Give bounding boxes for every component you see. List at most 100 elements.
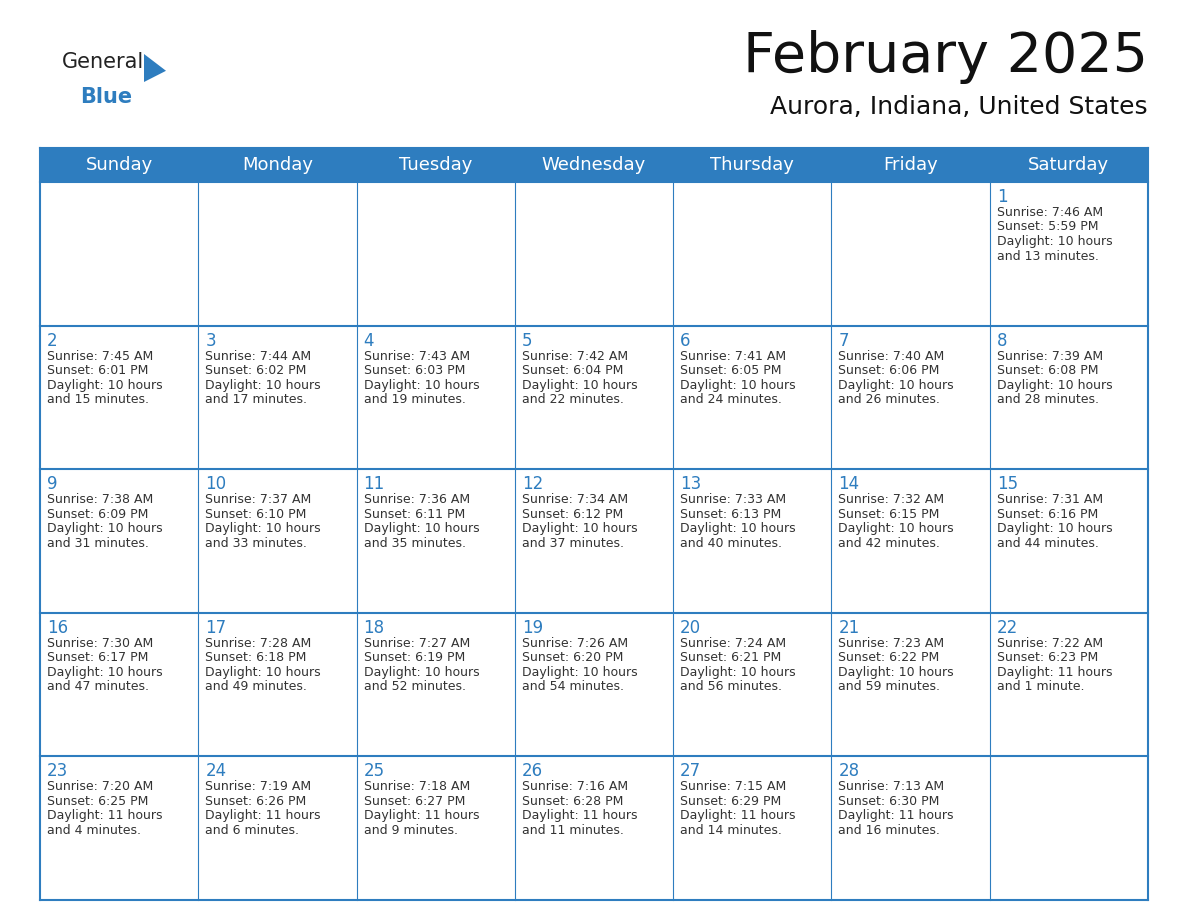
Text: and 42 minutes.: and 42 minutes. [839, 537, 941, 550]
Text: and 6 minutes.: and 6 minutes. [206, 823, 299, 837]
Text: Sunset: 6:22 PM: Sunset: 6:22 PM [839, 651, 940, 665]
Text: Sunrise: 7:13 AM: Sunrise: 7:13 AM [839, 780, 944, 793]
Text: Sunrise: 7:32 AM: Sunrise: 7:32 AM [839, 493, 944, 506]
Text: Sunrise: 7:30 AM: Sunrise: 7:30 AM [48, 637, 153, 650]
Text: Daylight: 11 hours: Daylight: 11 hours [681, 810, 796, 823]
Bar [514, 613, 674, 756]
Text: Saturday: Saturday [1029, 156, 1110, 174]
Text: Daylight: 10 hours: Daylight: 10 hours [206, 378, 321, 392]
Bar [356, 469, 514, 613]
Text: Sunrise: 7:33 AM: Sunrise: 7:33 AM [681, 493, 786, 506]
Text: 14: 14 [839, 476, 860, 493]
Text: Daylight: 10 hours: Daylight: 10 hours [681, 522, 796, 535]
Text: Sunset: 5:59 PM: Sunset: 5:59 PM [997, 220, 1098, 233]
Text: Sunset: 6:23 PM: Sunset: 6:23 PM [997, 651, 1098, 665]
Text: Sunrise: 7:43 AM: Sunrise: 7:43 AM [364, 350, 469, 363]
Text: Sunrise: 7:41 AM: Sunrise: 7:41 AM [681, 350, 786, 363]
Text: 9: 9 [48, 476, 57, 493]
Text: and 17 minutes.: and 17 minutes. [206, 393, 308, 406]
Text: and 16 minutes.: and 16 minutes. [839, 823, 941, 837]
Text: and 33 minutes.: and 33 minutes. [206, 537, 308, 550]
Text: Sunrise: 7:15 AM: Sunrise: 7:15 AM [681, 780, 786, 793]
Bar [356, 756, 514, 900]
Text: 26: 26 [522, 763, 543, 780]
Text: and 52 minutes.: and 52 minutes. [364, 680, 466, 693]
Text: 15: 15 [997, 476, 1018, 493]
Text: Wednesday: Wednesday [542, 156, 646, 174]
Text: Sunrise: 7:26 AM: Sunrise: 7:26 AM [522, 637, 628, 650]
Bar [198, 182, 356, 326]
Polygon shape [144, 54, 166, 82]
Text: Daylight: 10 hours: Daylight: 10 hours [48, 378, 163, 392]
Bar [40, 756, 198, 900]
Text: and 11 minutes.: and 11 minutes. [522, 823, 624, 837]
Text: Daylight: 10 hours: Daylight: 10 hours [364, 378, 479, 392]
Text: Sunrise: 7:23 AM: Sunrise: 7:23 AM [839, 637, 944, 650]
Bar [832, 613, 990, 756]
Text: and 49 minutes.: and 49 minutes. [206, 680, 308, 693]
Bar [990, 182, 1148, 326]
Text: and 22 minutes.: and 22 minutes. [522, 393, 624, 406]
Text: 22: 22 [997, 619, 1018, 637]
Text: and 13 minutes.: and 13 minutes. [997, 250, 1099, 263]
Text: Sunrise: 7:39 AM: Sunrise: 7:39 AM [997, 350, 1102, 363]
Text: Sunset: 6:12 PM: Sunset: 6:12 PM [522, 508, 624, 521]
Bar [990, 326, 1148, 469]
Text: Sunset: 6:20 PM: Sunset: 6:20 PM [522, 651, 624, 665]
Text: Sunrise: 7:22 AM: Sunrise: 7:22 AM [997, 637, 1102, 650]
Text: and 15 minutes.: and 15 minutes. [48, 393, 148, 406]
Text: and 54 minutes.: and 54 minutes. [522, 680, 624, 693]
Text: Sunset: 6:16 PM: Sunset: 6:16 PM [997, 508, 1098, 521]
Text: Sunset: 6:02 PM: Sunset: 6:02 PM [206, 364, 307, 377]
Text: and 44 minutes.: and 44 minutes. [997, 537, 1099, 550]
Text: Daylight: 10 hours: Daylight: 10 hours [206, 666, 321, 678]
Text: Sunrise: 7:31 AM: Sunrise: 7:31 AM [997, 493, 1102, 506]
Text: Daylight: 11 hours: Daylight: 11 hours [364, 810, 479, 823]
Text: Daylight: 10 hours: Daylight: 10 hours [364, 666, 479, 678]
Text: and 1 minute.: and 1 minute. [997, 680, 1085, 693]
Text: Sunset: 6:19 PM: Sunset: 6:19 PM [364, 651, 465, 665]
Text: and 19 minutes.: and 19 minutes. [364, 393, 466, 406]
Bar [198, 326, 356, 469]
Text: 20: 20 [681, 619, 701, 637]
Bar [40, 326, 198, 469]
Text: Sunset: 6:29 PM: Sunset: 6:29 PM [681, 795, 782, 808]
Text: Daylight: 10 hours: Daylight: 10 hours [997, 522, 1112, 535]
Bar [990, 756, 1148, 900]
Text: Sunset: 6:10 PM: Sunset: 6:10 PM [206, 508, 307, 521]
Text: 28: 28 [839, 763, 860, 780]
Text: and 59 minutes.: and 59 minutes. [839, 680, 941, 693]
Text: Daylight: 10 hours: Daylight: 10 hours [364, 522, 479, 535]
Text: Sunset: 6:27 PM: Sunset: 6:27 PM [364, 795, 465, 808]
Text: February 2025: February 2025 [742, 30, 1148, 84]
Text: Sunrise: 7:46 AM: Sunrise: 7:46 AM [997, 206, 1102, 219]
Text: 13: 13 [681, 476, 701, 493]
Text: Daylight: 11 hours: Daylight: 11 hours [839, 810, 954, 823]
Text: 18: 18 [364, 619, 385, 637]
Text: Sunset: 6:09 PM: Sunset: 6:09 PM [48, 508, 148, 521]
Text: 8: 8 [997, 331, 1007, 350]
Text: 3: 3 [206, 331, 216, 350]
Text: 6: 6 [681, 331, 690, 350]
Text: 24: 24 [206, 763, 227, 780]
Bar [40, 613, 198, 756]
Text: 2: 2 [48, 331, 58, 350]
Text: Sunrise: 7:37 AM: Sunrise: 7:37 AM [206, 493, 311, 506]
Text: and 56 minutes.: and 56 minutes. [681, 680, 782, 693]
Text: Blue: Blue [80, 87, 132, 107]
Text: Sunrise: 7:38 AM: Sunrise: 7:38 AM [48, 493, 153, 506]
Bar [832, 756, 990, 900]
Text: Sunset: 6:08 PM: Sunset: 6:08 PM [997, 364, 1098, 377]
Text: and 35 minutes.: and 35 minutes. [364, 537, 466, 550]
Text: Tuesday: Tuesday [399, 156, 473, 174]
Text: 1: 1 [997, 188, 1007, 206]
Text: and 26 minutes.: and 26 minutes. [839, 393, 941, 406]
Text: Daylight: 10 hours: Daylight: 10 hours [522, 666, 638, 678]
Bar [832, 182, 990, 326]
Text: 27: 27 [681, 763, 701, 780]
Text: and 31 minutes.: and 31 minutes. [48, 537, 148, 550]
Text: Sunset: 6:03 PM: Sunset: 6:03 PM [364, 364, 465, 377]
Text: 17: 17 [206, 619, 227, 637]
Text: Sunrise: 7:45 AM: Sunrise: 7:45 AM [48, 350, 153, 363]
Text: Daylight: 10 hours: Daylight: 10 hours [681, 378, 796, 392]
